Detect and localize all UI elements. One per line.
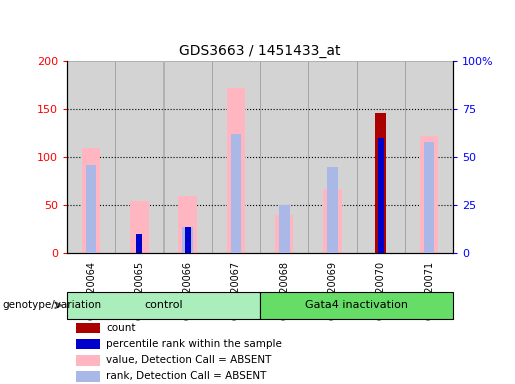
Bar: [182, 227, 193, 253]
Bar: [227, 88, 245, 253]
FancyBboxPatch shape: [260, 61, 308, 253]
FancyBboxPatch shape: [164, 61, 212, 253]
Text: control: control: [144, 300, 183, 310]
FancyBboxPatch shape: [115, 61, 163, 253]
Bar: [279, 205, 289, 253]
Text: rank, Detection Call = ABSENT: rank, Detection Call = ABSENT: [106, 371, 267, 381]
Bar: [76, 371, 100, 382]
Text: genotype/variation: genotype/variation: [3, 300, 101, 310]
Bar: [86, 165, 96, 253]
Bar: [424, 142, 434, 253]
Bar: [82, 148, 100, 253]
Title: GDS3663 / 1451433_at: GDS3663 / 1451433_at: [179, 44, 341, 58]
Bar: [231, 134, 241, 253]
FancyBboxPatch shape: [308, 61, 356, 253]
Bar: [76, 355, 100, 366]
Text: Gata4 inactivation: Gata4 inactivation: [305, 300, 408, 310]
Bar: [275, 215, 294, 253]
Text: percentile rank within the sample: percentile rank within the sample: [106, 339, 282, 349]
Bar: [323, 189, 341, 253]
Bar: [136, 234, 142, 253]
Bar: [130, 200, 148, 253]
Bar: [185, 227, 191, 253]
Bar: [179, 196, 197, 253]
FancyBboxPatch shape: [212, 61, 260, 253]
Bar: [76, 339, 100, 349]
Bar: [378, 138, 384, 253]
Bar: [76, 323, 100, 333]
Bar: [420, 136, 438, 253]
Bar: [260, 292, 453, 319]
FancyBboxPatch shape: [357, 61, 405, 253]
Bar: [327, 167, 338, 253]
Bar: [67, 292, 260, 319]
Text: value, Detection Call = ABSENT: value, Detection Call = ABSENT: [106, 355, 272, 365]
Bar: [375, 113, 386, 253]
FancyBboxPatch shape: [405, 61, 453, 253]
Text: count: count: [106, 323, 136, 333]
FancyBboxPatch shape: [67, 61, 115, 253]
